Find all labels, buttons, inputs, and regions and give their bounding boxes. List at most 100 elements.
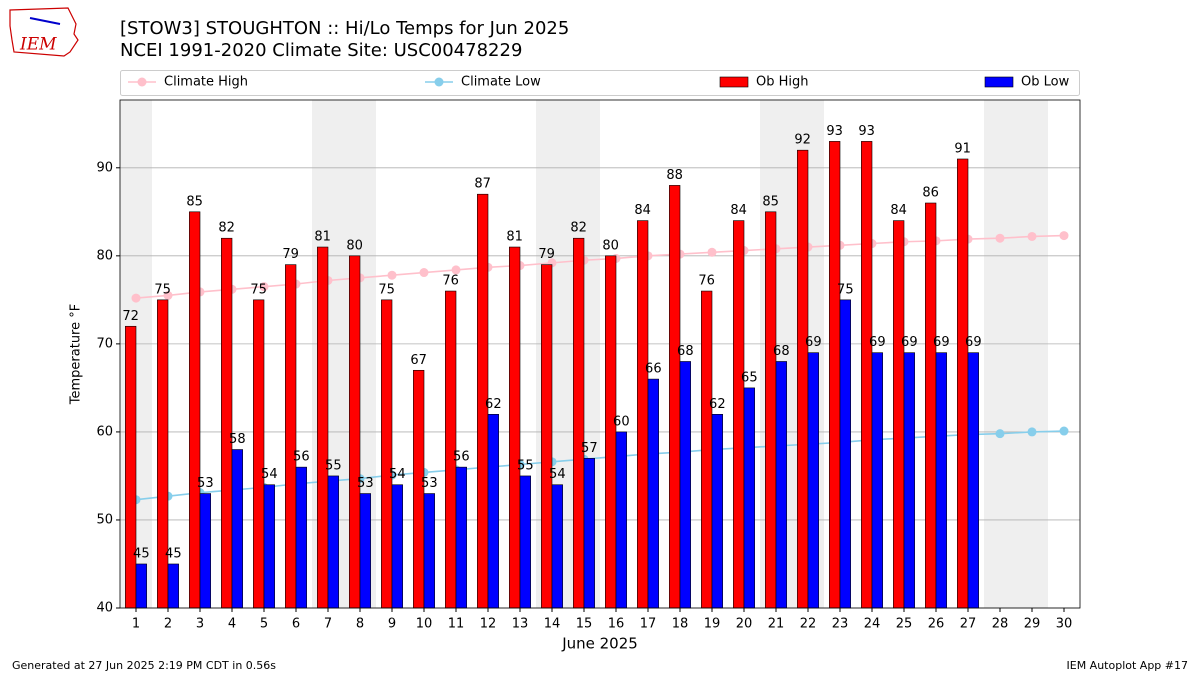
bar-value-label: 93 (858, 124, 875, 139)
bar (519, 475, 531, 609)
plot-frame (119, 99, 1081, 609)
bar-value-label: 55 (517, 458, 534, 473)
legend-swatch (137, 77, 147, 87)
bar-value-label: 66 (645, 362, 662, 377)
climate-point (995, 429, 1005, 439)
bar-value-label: 69 (805, 335, 822, 350)
bar-value-label: 79 (282, 247, 299, 262)
bar-value-label: 86 (922, 186, 939, 201)
climate-point (131, 293, 141, 303)
bar-value-label: 55 (325, 458, 342, 473)
bar-value-label: 67 (410, 353, 427, 368)
bar-value-label: 45 (165, 546, 182, 561)
bar-value-label: 79 (538, 247, 555, 262)
bar-value-label: 81 (314, 230, 331, 245)
bar-value-label: 75 (378, 282, 395, 297)
bar-value-label: 84 (890, 203, 907, 218)
bar (317, 246, 329, 609)
logo-outline (9, 7, 79, 57)
legend (120, 70, 1080, 96)
climate-point (259, 282, 269, 292)
climate-point (451, 265, 461, 275)
bar (541, 264, 553, 609)
x-tick-label: 30 (1056, 617, 1073, 632)
bar-value-label: 58 (229, 432, 246, 447)
climate-point (1059, 231, 1069, 241)
chart-subtitle: NCEI 1991-2020 Climate Site: USC00478229 (120, 40, 522, 61)
weekend-shade (984, 100, 1016, 608)
bar (327, 475, 339, 609)
x-tick-label: 26 (928, 617, 945, 632)
bar (893, 220, 905, 609)
bar-value-label: 60 (613, 414, 630, 429)
legend-swatch (984, 76, 1014, 88)
x-tick-label: 19 (704, 617, 721, 632)
climate-point (419, 268, 429, 278)
bar (679, 361, 691, 609)
climate-point (1027, 231, 1037, 241)
x-tick-label: 17 (640, 617, 657, 632)
y-tick-label: 90 (96, 160, 113, 175)
x-tick-label: 25 (896, 617, 913, 632)
bar-value-label: 75 (837, 282, 854, 297)
bar (263, 484, 275, 609)
bar-value-label: 68 (773, 344, 790, 359)
bar-value-label: 88 (666, 168, 683, 183)
bar (359, 493, 371, 609)
bar-value-label: 56 (453, 450, 470, 465)
bar (797, 149, 809, 609)
logo-icon (29, 17, 61, 25)
bar-value-label: 75 (154, 282, 171, 297)
y-tick-label: 50 (96, 512, 113, 527)
footer-left: Generated at 27 Jun 2025 2:19 PM CDT in … (12, 659, 276, 672)
bar (861, 141, 873, 609)
x-tick-label: 16 (608, 617, 625, 632)
climate-point (707, 247, 717, 257)
x-tick-label: 10 (416, 617, 433, 632)
bar (349, 255, 361, 609)
y-tick-label: 40 (96, 601, 113, 616)
x-tick-label: 13 (512, 617, 529, 632)
bar (647, 378, 659, 609)
legend-label: Ob High (756, 75, 809, 90)
bar (189, 211, 201, 609)
bar (935, 352, 947, 609)
legend-label: Climate High (164, 75, 248, 90)
bar (455, 466, 467, 609)
x-tick-label: 21 (768, 617, 785, 632)
bar-value-label: 54 (389, 467, 406, 482)
bar (839, 299, 851, 609)
bar (199, 493, 211, 609)
bar-value-label: 92 (794, 133, 811, 148)
bar-value-label: 69 (933, 335, 950, 350)
x-tick-label: 29 (1024, 617, 1041, 632)
bar-value-label: 53 (357, 476, 374, 491)
bar (701, 290, 713, 609)
x-tick-label: 24 (864, 617, 881, 632)
x-tick-label: 15 (576, 617, 593, 632)
bar-value-label: 54 (261, 467, 278, 482)
bar (381, 299, 393, 609)
climate-point (1059, 426, 1069, 436)
bar (669, 185, 681, 609)
y-tick-label: 60 (96, 424, 113, 439)
y-tick-label: 70 (96, 336, 113, 351)
x-tick-label: 6 (292, 617, 300, 632)
bar (743, 387, 755, 609)
bar-value-label: 82 (570, 221, 587, 236)
bar-value-label: 45 (133, 546, 150, 561)
bar-value-label: 75 (250, 282, 267, 297)
bar (637, 220, 649, 609)
bar-value-label: 62 (485, 397, 502, 412)
bar-value-label: 81 (506, 230, 523, 245)
bar (775, 361, 787, 609)
x-tick-label: 7 (324, 617, 332, 632)
bar (583, 458, 595, 609)
bar (509, 246, 521, 609)
bar-value-label: 69 (965, 335, 982, 350)
legend-label: Climate Low (461, 75, 541, 90)
bar (903, 352, 915, 609)
bar-value-label: 84 (634, 203, 651, 218)
bar (925, 202, 937, 609)
